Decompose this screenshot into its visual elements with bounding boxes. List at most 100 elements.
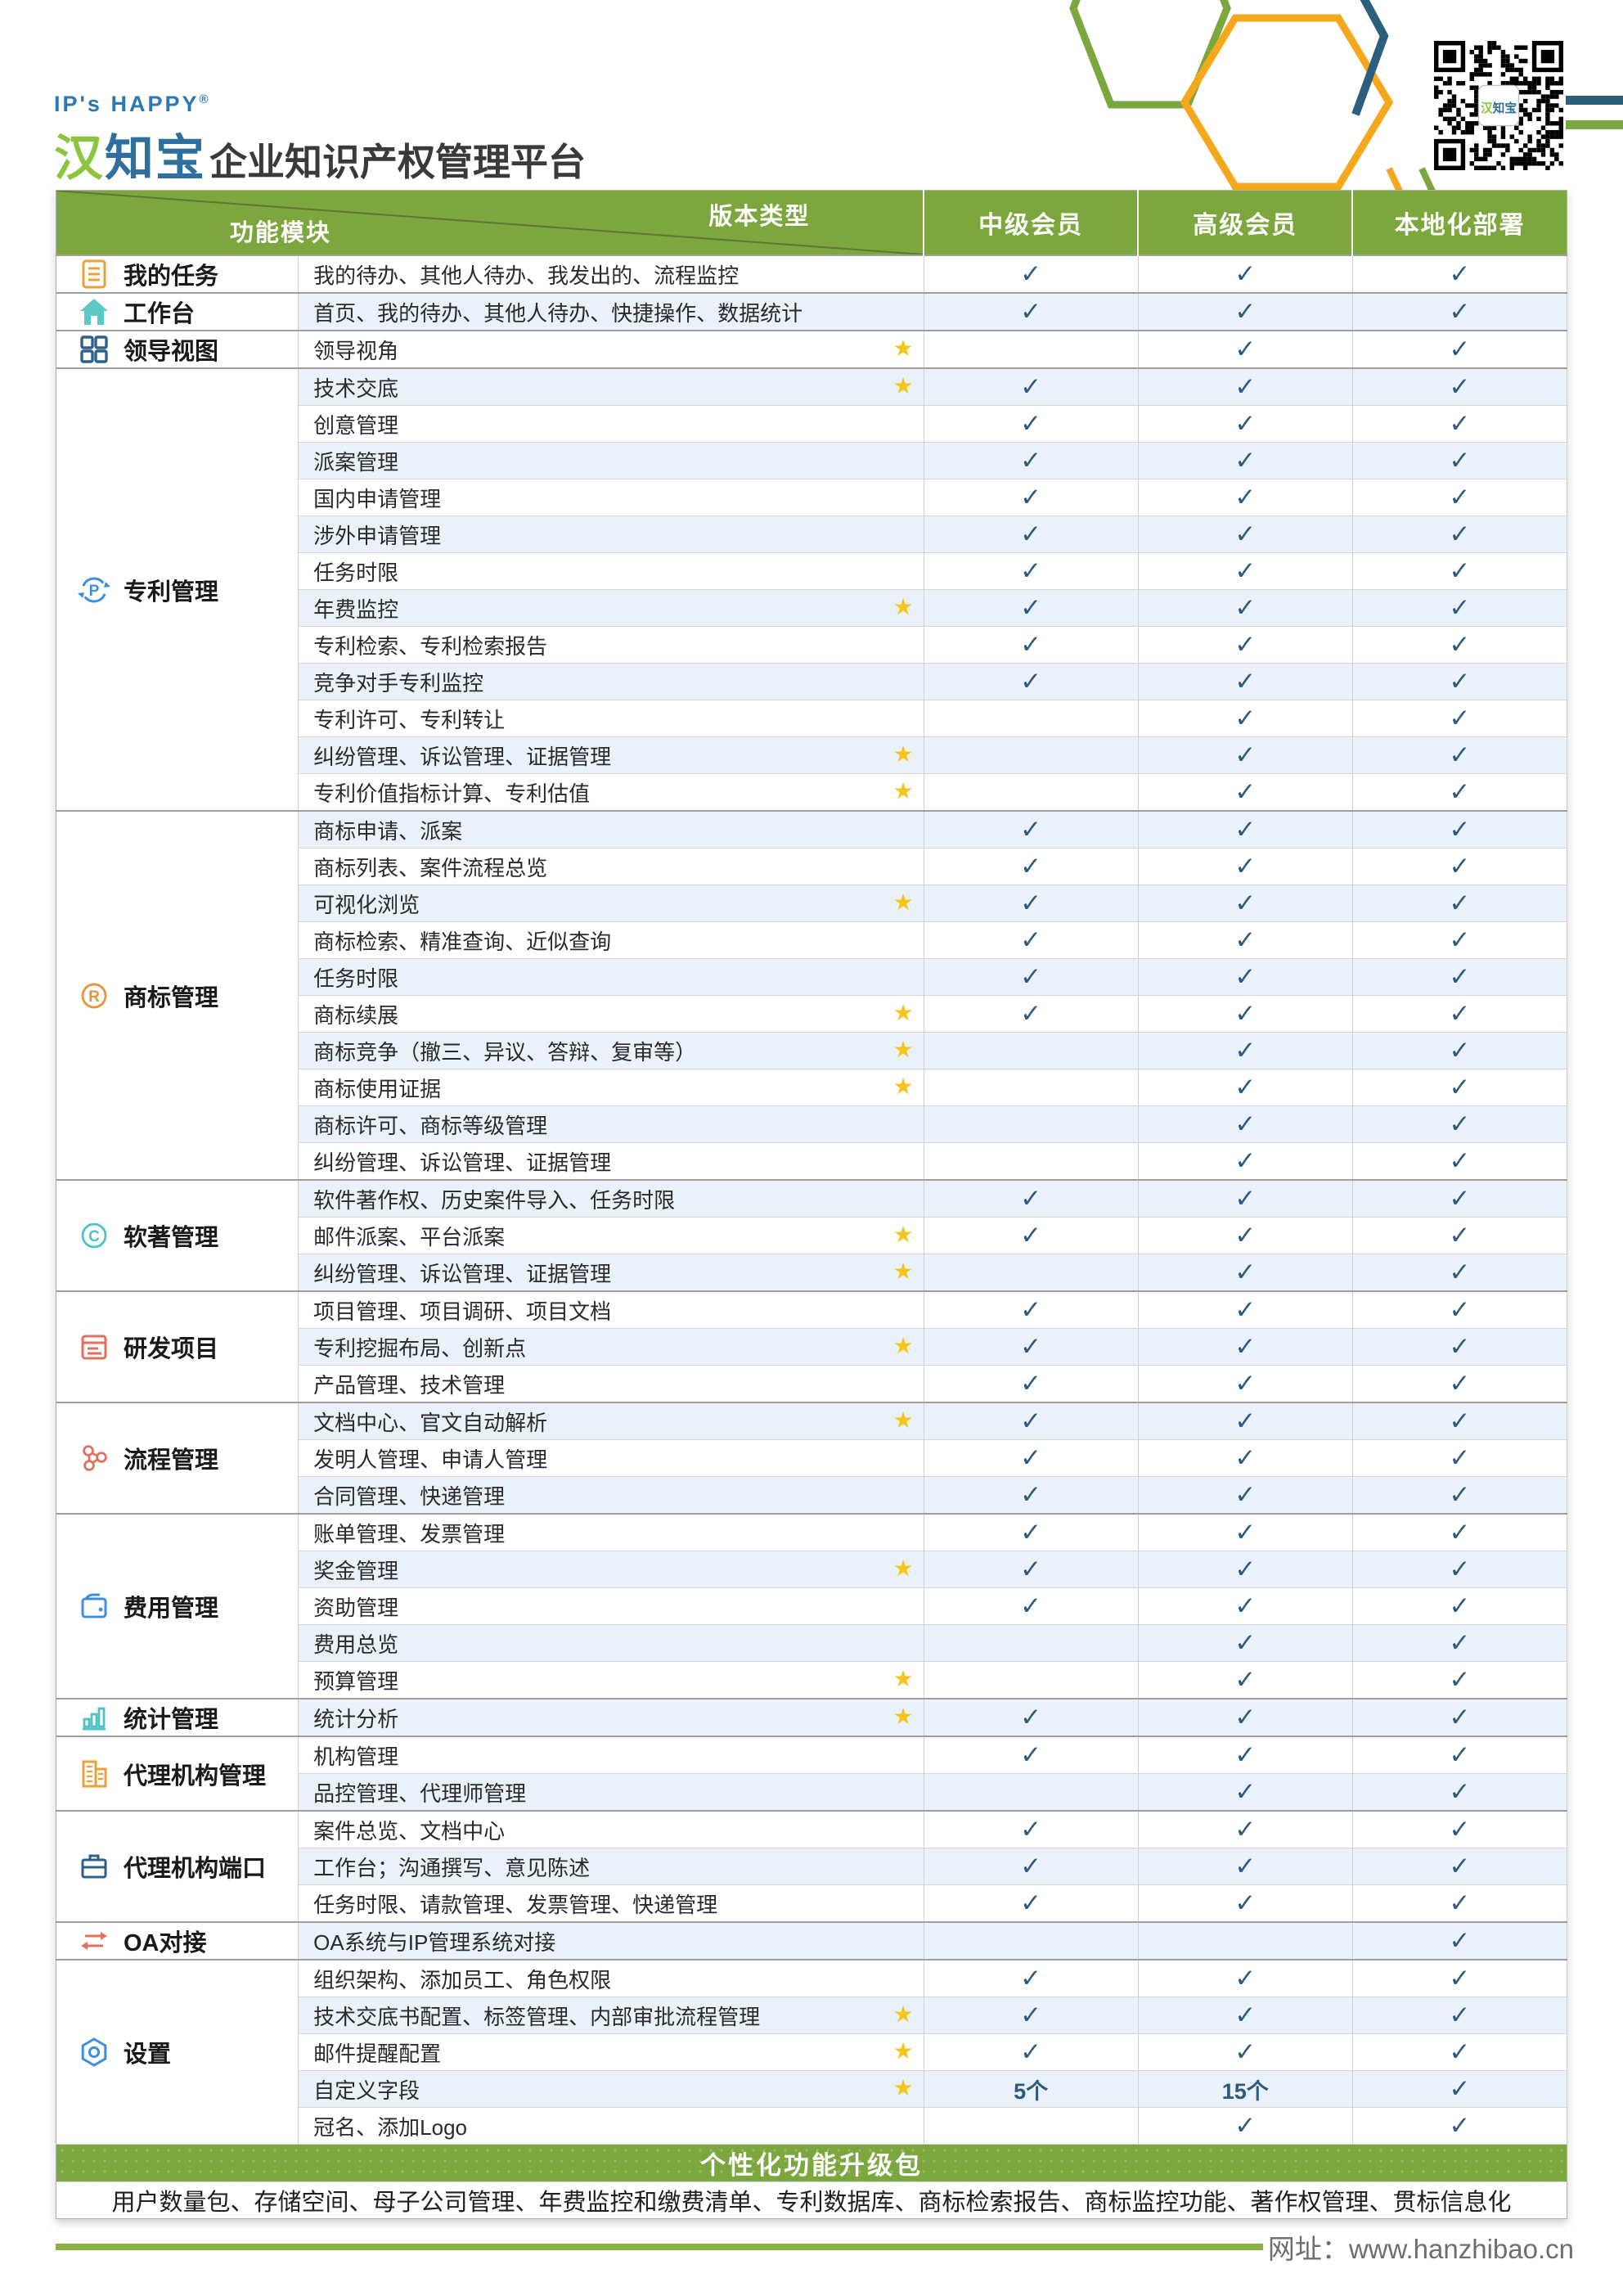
feature-text: 资助管理 bbox=[313, 1595, 399, 1620]
star-icon: ★ bbox=[892, 2001, 914, 2028]
check-icon: ✓ bbox=[1449, 1926, 1471, 1955]
plan-cell: ✓ bbox=[1138, 773, 1353, 811]
check-icon: ✓ bbox=[1234, 1332, 1257, 1361]
module-label: 流程管理 bbox=[124, 1447, 219, 1474]
module-cell: 我的任务 bbox=[56, 254, 299, 293]
check-icon: ✓ bbox=[1234, 1036, 1257, 1065]
plan-cell: ✓ bbox=[924, 254, 1139, 293]
feature-text: 我的待办、其他人待办、我发出的、流程监控 bbox=[313, 263, 740, 288]
feature-text: 商标使用证据 bbox=[313, 1076, 442, 1101]
plan-cell: ✓ bbox=[1138, 848, 1353, 885]
table-row: 费用管理 账单管理、发票管理 ✓ ✓ ✓ bbox=[56, 1513, 1568, 1699]
check-icon: ✓ bbox=[1449, 1777, 1471, 1806]
feature-text: 专利许可、专利转让 bbox=[313, 707, 506, 732]
plan-cell: ✓ bbox=[1352, 885, 1568, 922]
check-icon: ✓ bbox=[1449, 1258, 1471, 1286]
plan-cell: ✓ bbox=[924, 995, 1139, 1033]
plan-cell: ✓ bbox=[1352, 1884, 1568, 1922]
feature-cell: 发明人管理、申请人管理 bbox=[298, 1439, 924, 1477]
module-cell: 代理机构管理 bbox=[56, 1736, 299, 1811]
table-row: 任务时限、请款管理、发票管理、快递管理 ✓ ✓ ✓ bbox=[56, 1884, 1568, 1922]
feature-cell: 奖金管理 ★ bbox=[298, 1551, 924, 1588]
plan-cell: 15个 bbox=[1138, 2070, 1353, 2108]
feature-cell: 专利价值指标计算、专利估值 ★ bbox=[298, 773, 924, 811]
check-icon: ✓ bbox=[1234, 1852, 1257, 1880]
plan-cell: ✓ bbox=[1352, 700, 1568, 737]
check-icon: ✓ bbox=[1449, 593, 1471, 622]
feature-text: 领导视角 bbox=[313, 338, 399, 363]
check-icon: ✓ bbox=[1234, 1407, 1257, 1435]
logo-char: 知 bbox=[105, 131, 155, 186]
check-icon: ✓ bbox=[1020, 889, 1042, 917]
plan-cell: ✓ bbox=[1138, 700, 1353, 737]
check-icon: ✓ bbox=[1234, 483, 1257, 511]
module-label: 商标管理 bbox=[124, 984, 219, 1011]
feature-text: 冠名、添加Logo bbox=[313, 2114, 467, 2140]
check-icon: ✓ bbox=[1449, 556, 1471, 585]
feature-text: 纠纷管理、诉讼管理、证据管理 bbox=[313, 1150, 612, 1175]
plan-cell: ✓ bbox=[924, 885, 1139, 922]
feature-text: 商标竞争（撤三、异议、答辩、复审等） bbox=[313, 1039, 697, 1065]
check-icon: ✓ bbox=[1449, 630, 1471, 659]
qr-code-icon: 汉知宝 bbox=[1434, 41, 1563, 170]
check-icon: ✓ bbox=[1449, 1591, 1471, 1620]
plan-cell: ✓ bbox=[1138, 1513, 1353, 1551]
svg-text:C: C bbox=[88, 1228, 100, 1245]
table-row: 纠纷管理、诉讼管理、证据管理 ★ ✓ ✓ bbox=[56, 1254, 1568, 1291]
check-icon: ✓ bbox=[1234, 297, 1257, 326]
plan-cell: ✓ bbox=[1352, 1365, 1568, 1402]
website-url: 网址：www.hanzhibao.cn bbox=[1267, 2234, 1574, 2264]
module-cell: 领导视图 bbox=[56, 330, 299, 368]
check-icon: ✓ bbox=[1234, 777, 1257, 806]
plan-cell bbox=[924, 1773, 1139, 1811]
feature-cell: 涉外申请管理 bbox=[298, 515, 924, 553]
star-icon: ★ bbox=[892, 335, 914, 362]
table-row: 任务时限 ✓ ✓ ✓ bbox=[56, 552, 1568, 590]
check-icon: ✓ bbox=[1234, 1518, 1257, 1546]
check-icon: ✓ bbox=[1449, 1889, 1471, 1917]
check-icon: ✓ bbox=[1234, 409, 1257, 438]
check-icon: ✓ bbox=[1234, 372, 1257, 401]
plan-cell bbox=[924, 1254, 1139, 1291]
plan-header-adv: 高级会员 bbox=[1137, 190, 1353, 255]
check-icon: ✓ bbox=[1449, 409, 1471, 438]
feature-cell: 商标许可、商标等级管理 bbox=[298, 1105, 924, 1143]
plan-cell: ✓ bbox=[924, 405, 1139, 443]
check-icon: ✓ bbox=[1449, 1480, 1471, 1509]
svg-text:P: P bbox=[89, 583, 100, 600]
check-icon: ✓ bbox=[1234, 1889, 1257, 1917]
check-icon: ✓ bbox=[1020, 1332, 1042, 1361]
table-row: C 软著管理 软件著作权、历史案件导入、任务时限 ✓ ✓ ✓ bbox=[56, 1179, 1568, 1291]
plan-cell bbox=[924, 1105, 1139, 1143]
plan-cell: ✓ bbox=[1352, 442, 1568, 479]
check-icon: ✓ bbox=[1449, 741, 1471, 769]
check-icon: ✓ bbox=[1020, 556, 1042, 585]
plan-cell: ✓ bbox=[1138, 958, 1353, 996]
star-icon: ★ bbox=[892, 1000, 914, 1026]
module-cell: 研发项目 bbox=[56, 1290, 299, 1402]
trademark-icon: R bbox=[78, 979, 110, 1012]
registered-mark: ® bbox=[199, 92, 211, 106]
plan-cell: ✓ bbox=[1352, 1290, 1568, 1329]
title-text: 企业知识产权管理平台 bbox=[209, 141, 586, 183]
plan-cell: ✓ bbox=[924, 626, 1139, 664]
table-row: 派案管理 ✓ ✓ ✓ bbox=[56, 442, 1568, 479]
feature-text: 纠纷管理、诉讼管理、证据管理 bbox=[313, 1261, 612, 1286]
check-icon: ✓ bbox=[1234, 1591, 1257, 1620]
feature-cell: 软件著作权、历史案件导入、任务时限 bbox=[298, 1179, 924, 1218]
plan-cell: ✓ bbox=[1138, 885, 1353, 922]
plan-cell: ✓ bbox=[1138, 736, 1353, 774]
feature-text: 国内申请管理 bbox=[313, 486, 442, 511]
logo-char: 宝 bbox=[155, 131, 206, 186]
plan-cell: ✓ bbox=[1352, 1736, 1568, 1774]
feature-cell: 商标使用证据 ★ bbox=[298, 1069, 924, 1106]
star-icon: ★ bbox=[892, 1666, 914, 1692]
table-header-row: 功能模块 版本类型 中级会员 高级会员 本地化部署 bbox=[56, 190, 1567, 255]
plan-cell: ✓ bbox=[924, 1402, 1139, 1440]
check-icon: ✓ bbox=[1234, 1815, 1257, 1844]
check-icon: ✓ bbox=[1449, 1073, 1471, 1101]
module-cell: 统计管理 bbox=[56, 1698, 299, 1736]
plan-cell: ✓ bbox=[1352, 479, 1568, 516]
feature-cell: 案件总览、文档中心 bbox=[298, 1810, 924, 1848]
check-icon: ✓ bbox=[1449, 962, 1471, 991]
